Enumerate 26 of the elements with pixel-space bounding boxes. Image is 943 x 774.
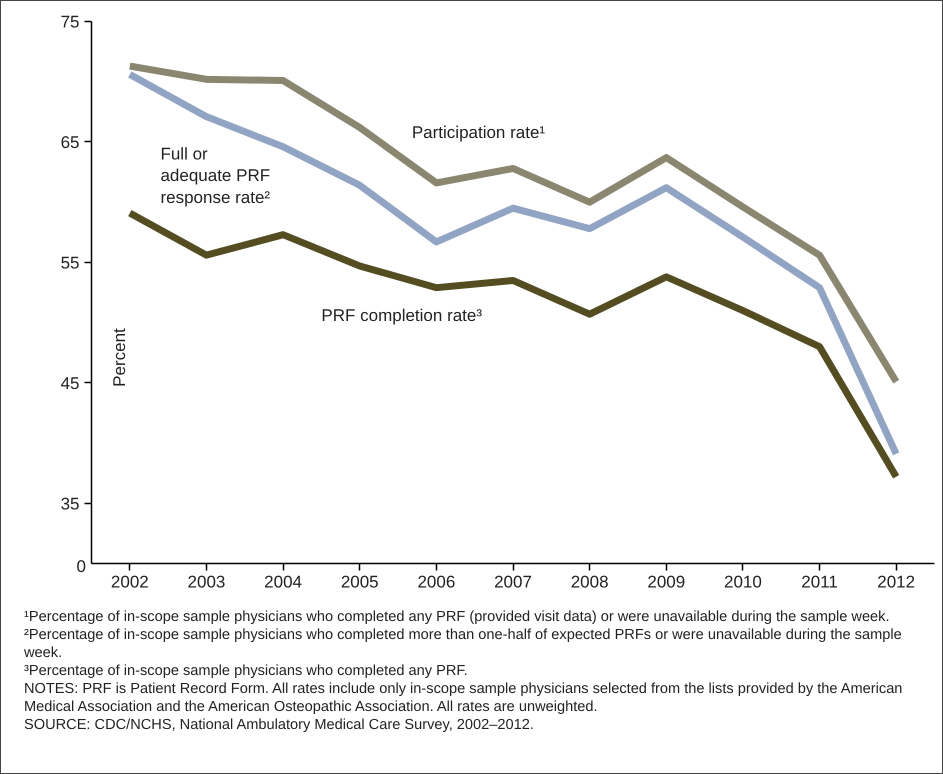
y-tick-label: 55: [60, 253, 80, 272]
text: 0: [76, 557, 86, 577]
series-label: Full or adequate PRF response rate²: [160, 144, 270, 207]
series-label: PRF completion rate³: [321, 306, 482, 326]
text: NOTES: PRF is Patient Record Form. All rates include only in-scope sample physicians selected from the lists provided by the American Medical Association and the American Osteopathic Association. All rates are unweighted.: [24, 680, 904, 716]
x-tick-label: 2005: [340, 572, 379, 592]
x-tick-label: 2003: [188, 572, 226, 592]
source-note: SOURCE: CDC/NCHS, National Ambulatory Medical Care Survey, 2002–2012.: [24, 716, 535, 734]
x-tick-label: 2008: [570, 572, 609, 592]
x-tick-label: 2007: [494, 572, 532, 592]
y-tick-label: 45: [60, 374, 80, 393]
x-tick-label: 2010: [724, 572, 762, 592]
text: ¹Percentage of in-scope sample physicians who completed any PRF (provided visit data) or were unavailable during the sample week.: [24, 608, 891, 626]
x-tick-label: 2011: [801, 572, 838, 592]
x-tick-label: 2002: [110, 572, 149, 592]
x-tick-label: 2006: [417, 572, 456, 592]
text: ²Percentage of in-scope sample physicians who completed more than one-half of expected PRFs or were unavailable during the sample week.: [24, 626, 903, 662]
y-axis-title: Percent: [110, 328, 129, 387]
x-tick-label: 2004: [264, 572, 302, 592]
y-tick-label: 75: [60, 12, 80, 32]
x-tick-label: 2012: [877, 572, 916, 592]
text: ³Percentage of in-scope sample physicians who completed any PRF.: [24, 662, 469, 680]
y-tick-label: 65: [60, 132, 80, 152]
x-tick-label: 2009: [647, 572, 686, 592]
series-label: Participation rate¹: [412, 122, 546, 142]
y-tick-label: 35: [60, 494, 80, 514]
